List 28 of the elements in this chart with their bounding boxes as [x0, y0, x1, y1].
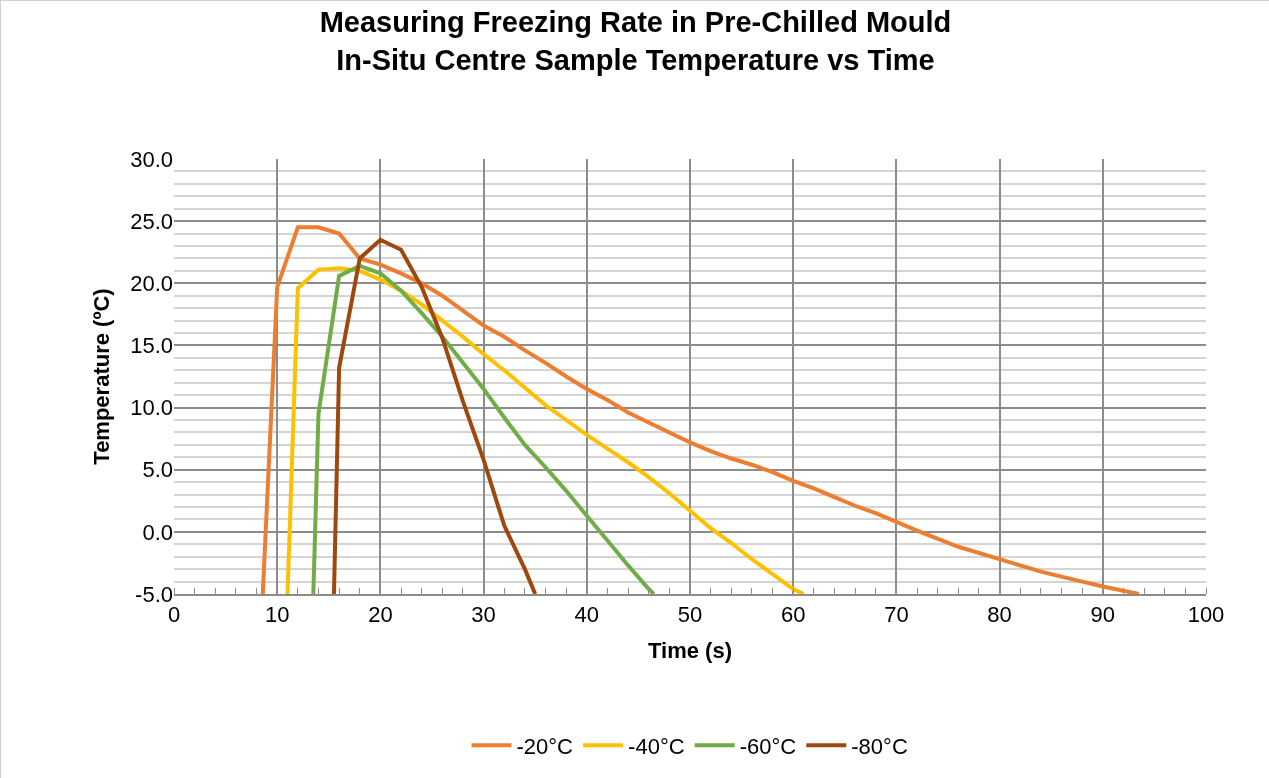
line-series: [260, 225, 1141, 594]
x-tick-label: 60: [780, 602, 806, 628]
x-tick-label: 30: [471, 602, 496, 628]
legend-label: -80°C: [851, 733, 908, 759]
y-tick-label: 10.0: [130, 395, 173, 421]
x-axis-title: Time (s): [648, 637, 732, 663]
legend-label: -60°C: [739, 733, 797, 759]
x-tick-label: 80: [987, 602, 1012, 628]
line-series: [331, 237, 538, 594]
y-tick-label: 25.0: [130, 208, 173, 234]
x-tick-label: 50: [677, 602, 703, 628]
y-tick-label: 0.0: [142, 519, 173, 545]
line-series: [285, 266, 806, 594]
legend-label: -20°C: [516, 733, 574, 759]
y-tick-label: 30.0: [130, 146, 173, 172]
y-tick-label: 5.0: [142, 457, 173, 483]
y-tick-label: 15.0: [130, 333, 173, 359]
x-tick-label: 70: [884, 602, 909, 628]
x-tick-label: 40: [574, 602, 600, 628]
x-tick-label: 20: [368, 602, 393, 628]
x-tick-label: 100: [1187, 602, 1225, 628]
y-axis-title: Temperature (ºC): [88, 288, 114, 465]
chart-title: Measuring Freezing Rate in Pre-Chilled Mould In-Situ Centre Sample Temperature vs Time: [319, 6, 952, 76]
x-tick-label: 90: [1090, 602, 1116, 628]
line-series: [311, 263, 656, 594]
legend-label: -40°C: [628, 733, 685, 759]
y-tick-label: 20.0: [130, 270, 173, 296]
x-tick-label: 10: [264, 602, 290, 628]
